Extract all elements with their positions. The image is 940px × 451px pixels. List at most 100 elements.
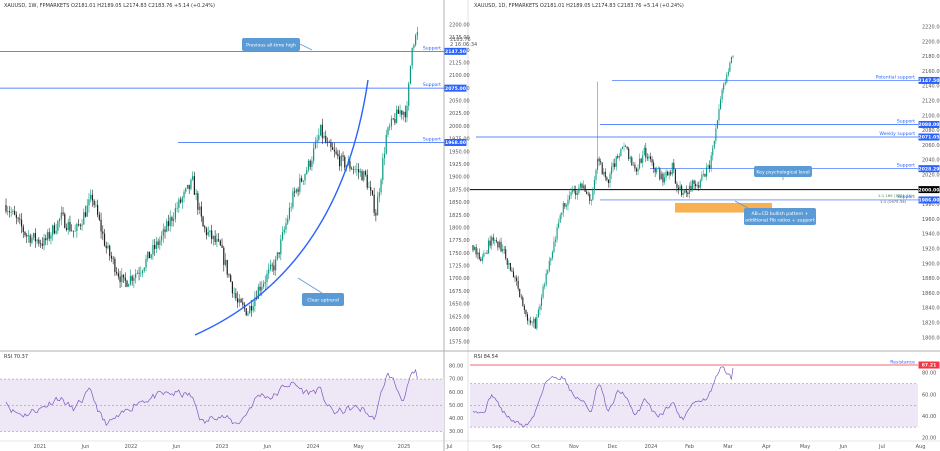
left-price-tick: 1800.00 — [449, 225, 470, 231]
daily-candle-body — [486, 252, 488, 254]
weekly-candle-body — [397, 109, 399, 114]
rsi-resistance-badge-text: 87.21 — [922, 363, 937, 369]
left-rsi-header: RSI 70.37 — [4, 354, 28, 360]
daily-candle-body — [511, 270, 513, 272]
weekly-candle-body — [249, 305, 251, 314]
weekly-candle-body — [228, 274, 230, 276]
weekly-candle-body — [287, 218, 289, 224]
daily-candle-body — [651, 159, 653, 163]
weekly-candle-body — [50, 235, 52, 239]
daily-candle-body — [715, 128, 717, 141]
weekly-candle-body — [200, 206, 202, 217]
weekly-candle-body — [359, 171, 361, 173]
left-price-tick: 1775.00 — [449, 238, 470, 244]
daily-candle-body — [530, 320, 532, 323]
weekly-candle-body — [250, 305, 253, 311]
weekly-candle-body — [72, 230, 75, 232]
weekly-candle-body — [129, 276, 132, 285]
right-price-tick: 1840.00 — [922, 306, 940, 312]
weekly-candle-body — [102, 231, 104, 234]
daily-candle-body — [519, 288, 521, 298]
daily-candle-body — [598, 158, 600, 162]
daily-candle-body — [568, 195, 571, 200]
weekly-candle-body — [311, 160, 313, 167]
fib-label-1: 1:1 169 (1981.15) — [878, 193, 913, 198]
weekly-candle-body — [214, 235, 216, 242]
left-price-tick: 2175.00 — [449, 35, 470, 41]
daily-candle-body — [667, 171, 669, 176]
weekly-candle-body — [288, 207, 291, 219]
weekly-candle-body — [64, 214, 66, 228]
daily-candle-body — [533, 318, 535, 323]
weekly-candle-body — [235, 293, 237, 299]
right-time-tick: Nov — [569, 444, 579, 450]
weekly-candle-body — [173, 218, 175, 221]
right-support-label: Support — [897, 118, 915, 124]
weekly-candle-body — [204, 226, 206, 229]
daily-candle-body — [702, 173, 704, 175]
left-price-tick: 1625.00 — [449, 314, 470, 320]
daily-candle-body — [488, 240, 490, 254]
left-time-tick: 2025 — [398, 444, 411, 450]
right-price-tick: 2020.00 — [922, 173, 940, 179]
daily-candle-body — [648, 156, 650, 159]
left-rsi-tick: 60.00 — [449, 390, 463, 396]
left-time-tick: 2024 — [307, 444, 320, 450]
daily-candle-body — [724, 82, 726, 85]
daily-candle-body — [556, 227, 558, 240]
daily-candle-body — [730, 56, 732, 63]
daily-candle-body — [514, 277, 516, 278]
left-current-price-timer: 2 16:06:34 — [450, 42, 477, 48]
right-rsi-header: RSI 84.54 — [474, 354, 498, 360]
daily-candle-body — [631, 157, 633, 166]
daily-candle-body — [673, 162, 675, 170]
right-price-tick: 2220.00 — [922, 25, 940, 31]
daily-candle-body — [635, 168, 638, 172]
daily-candle-body — [710, 155, 712, 169]
left-price-badge — [444, 84, 467, 92]
weekly-candle-body — [401, 110, 403, 115]
daily-candle-body — [639, 158, 641, 169]
weekly-candle-body — [219, 240, 221, 246]
daily-candle-body — [508, 262, 510, 265]
weekly-candle-body — [371, 190, 374, 195]
weekly-candle-body — [81, 224, 83, 226]
right-time-tick: 2024 — [645, 444, 658, 450]
daily-candle-body — [625, 146, 627, 147]
daily-candle-body — [609, 174, 611, 184]
weekly-candle-body — [65, 227, 68, 230]
daily-candle-body — [481, 256, 483, 261]
right-price-tick: 1960.00 — [922, 217, 940, 223]
daily-candle-body — [626, 146, 628, 149]
right-price-badge — [918, 196, 940, 204]
daily-candle-body — [671, 162, 673, 175]
psych-price-badge — [918, 186, 940, 194]
daily-candle-body — [656, 169, 658, 173]
daily-candle-body — [489, 240, 491, 246]
weekly-candle-body — [154, 245, 156, 249]
weekly-candle-body — [209, 230, 211, 233]
weekly-candle-body — [10, 211, 12, 213]
daily-candle-body — [581, 183, 583, 189]
daily-candle-body — [662, 173, 664, 183]
weekly-candle-body — [273, 265, 275, 271]
right-support-label: Support — [897, 163, 915, 169]
weekly-candle-body — [351, 168, 353, 170]
left-time-tick: 2021 — [34, 444, 47, 450]
left-support-label: Support — [423, 82, 441, 88]
left-time-tick: 2023 — [216, 444, 229, 450]
right-rsi-tick: 20.00 — [922, 436, 936, 442]
right-support-label: Weekly support — [879, 131, 915, 137]
weekly-candle-body — [110, 255, 113, 259]
right-rsi-pane: RSI 84.54 Resistance 87.21 80.00 60.00 40.00… — [470, 354, 940, 442]
weekly-candle-body — [86, 205, 88, 217]
weekly-candle-body — [349, 161, 351, 169]
weekly-candle-body — [297, 189, 299, 192]
right-time-tick: Jul — [878, 444, 885, 450]
weekly-candle-body — [55, 230, 57, 234]
weekly-candle-body — [321, 124, 323, 138]
weekly-candle-body — [307, 160, 310, 171]
right-rsi-tick: 40.00 — [922, 414, 936, 420]
right-price-tick: 2060.00 — [922, 143, 940, 149]
weekly-candle-body — [29, 235, 31, 243]
